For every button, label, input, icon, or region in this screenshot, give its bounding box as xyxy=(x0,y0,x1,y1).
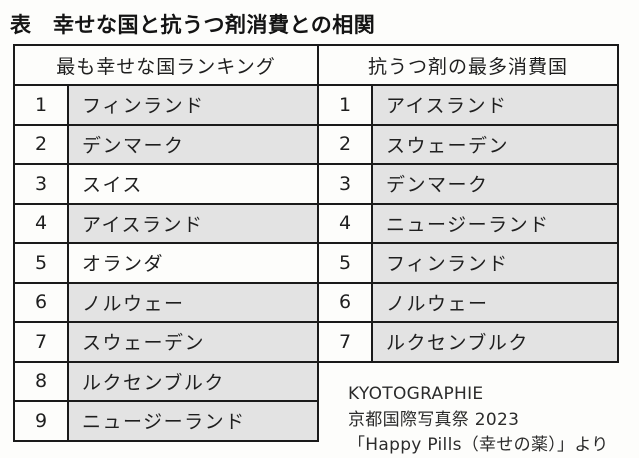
rank-cell: 1 xyxy=(15,86,69,124)
antidepressant-countries-header: 抗うつ剤の最多消費国 xyxy=(319,46,617,86)
country-cell: ニュージーランド xyxy=(69,402,317,440)
table-row: 7 ルクセンブルク xyxy=(319,321,617,361)
rank-cell: 7 xyxy=(15,323,69,361)
table-row: 1 アイスランド xyxy=(319,86,617,124)
country-cell: デンマーク xyxy=(69,125,317,163)
country-cell: スウェーデン xyxy=(373,125,617,163)
table-row: 5 フィンランド xyxy=(319,242,617,282)
rank-cell: 3 xyxy=(319,165,373,203)
table-row: 6 ノルウェー xyxy=(15,281,317,321)
country-cell: フィンランド xyxy=(373,244,617,282)
rank-cell: 7 xyxy=(319,323,373,361)
rank-cell: 4 xyxy=(15,204,69,242)
country-cell: ノルウェー xyxy=(69,283,317,321)
country-cell: フィンランド xyxy=(69,86,317,124)
country-cell: デンマーク xyxy=(373,165,617,203)
rank-cell: 6 xyxy=(319,283,373,321)
table-row: 3 スイス xyxy=(15,163,317,203)
country-cell: スイス xyxy=(69,165,317,203)
source-line-3: 「Happy Pills（幸せの薬）」より xyxy=(348,435,609,455)
table-row: 1 フィンランド xyxy=(15,86,317,124)
source-credit: KYOTOGRAPHIE 京都国際写真祭 2023 「Happy Pills（幸… xyxy=(348,382,609,458)
country-cell: アイスランド xyxy=(373,86,617,124)
rank-cell: 5 xyxy=(15,244,69,282)
antidepressant-countries-rows: 1 アイスランド 2 スウェーデン 3 デンマーク 4 ニュージーランド 5 フ… xyxy=(319,86,617,361)
table-title: 表 幸せな国と抗うつ剤消費との相関 xyxy=(10,13,376,37)
country-cell: ノルウェー xyxy=(373,283,617,321)
table-row: 2 デンマーク xyxy=(15,123,317,163)
happiest-countries-table: 最も幸せな国ランキング 1 フィンランド 2 デンマーク 3 スイス 4 アイス… xyxy=(13,44,319,442)
table-row: 4 ニュージーランド xyxy=(319,202,617,242)
rank-cell: 1 xyxy=(319,86,373,124)
country-cell: スウェーデン xyxy=(69,323,317,361)
table-row: 3 デンマーク xyxy=(319,163,617,203)
rank-cell: 2 xyxy=(319,125,373,163)
table-row: 9 ニュージーランド xyxy=(15,400,317,440)
source-line-2: 京都国際写真祭 2023 xyxy=(348,409,520,430)
table-row: 7 スウェーデン xyxy=(15,321,317,361)
rank-cell: 4 xyxy=(319,204,373,242)
country-cell: ニュージーランド xyxy=(373,204,617,242)
country-cell: アイスランド xyxy=(69,204,317,242)
antidepressant-countries-table: 抗うつ剤の最多消費国 1 アイスランド 2 スウェーデン 3 デンマーク 4 ニ… xyxy=(319,44,619,363)
source-line-1: KYOTOGRAPHIE xyxy=(348,384,484,404)
country-cell: オランダ xyxy=(69,244,317,282)
table-row: 8 ルクセンブルク xyxy=(15,360,317,400)
country-cell: ルクセンブルク xyxy=(69,362,317,400)
rank-cell: 8 xyxy=(15,362,69,400)
rank-cell: 6 xyxy=(15,283,69,321)
table-row: 5 オランダ xyxy=(15,242,317,282)
table-row: 4 アイスランド xyxy=(15,202,317,242)
happiest-countries-header: 最も幸せな国ランキング xyxy=(15,46,317,86)
happiest-countries-rows: 1 フィンランド 2 デンマーク 3 スイス 4 アイスランド 5 オランダ 6… xyxy=(15,86,317,440)
rank-cell: 9 xyxy=(15,402,69,440)
table-row: 2 スウェーデン xyxy=(319,123,617,163)
rank-cell: 5 xyxy=(319,244,373,282)
table-row: 6 ノルウェー xyxy=(319,281,617,321)
rank-cell: 3 xyxy=(15,165,69,203)
country-cell: ルクセンブルク xyxy=(373,323,617,361)
rank-cell: 2 xyxy=(15,125,69,163)
